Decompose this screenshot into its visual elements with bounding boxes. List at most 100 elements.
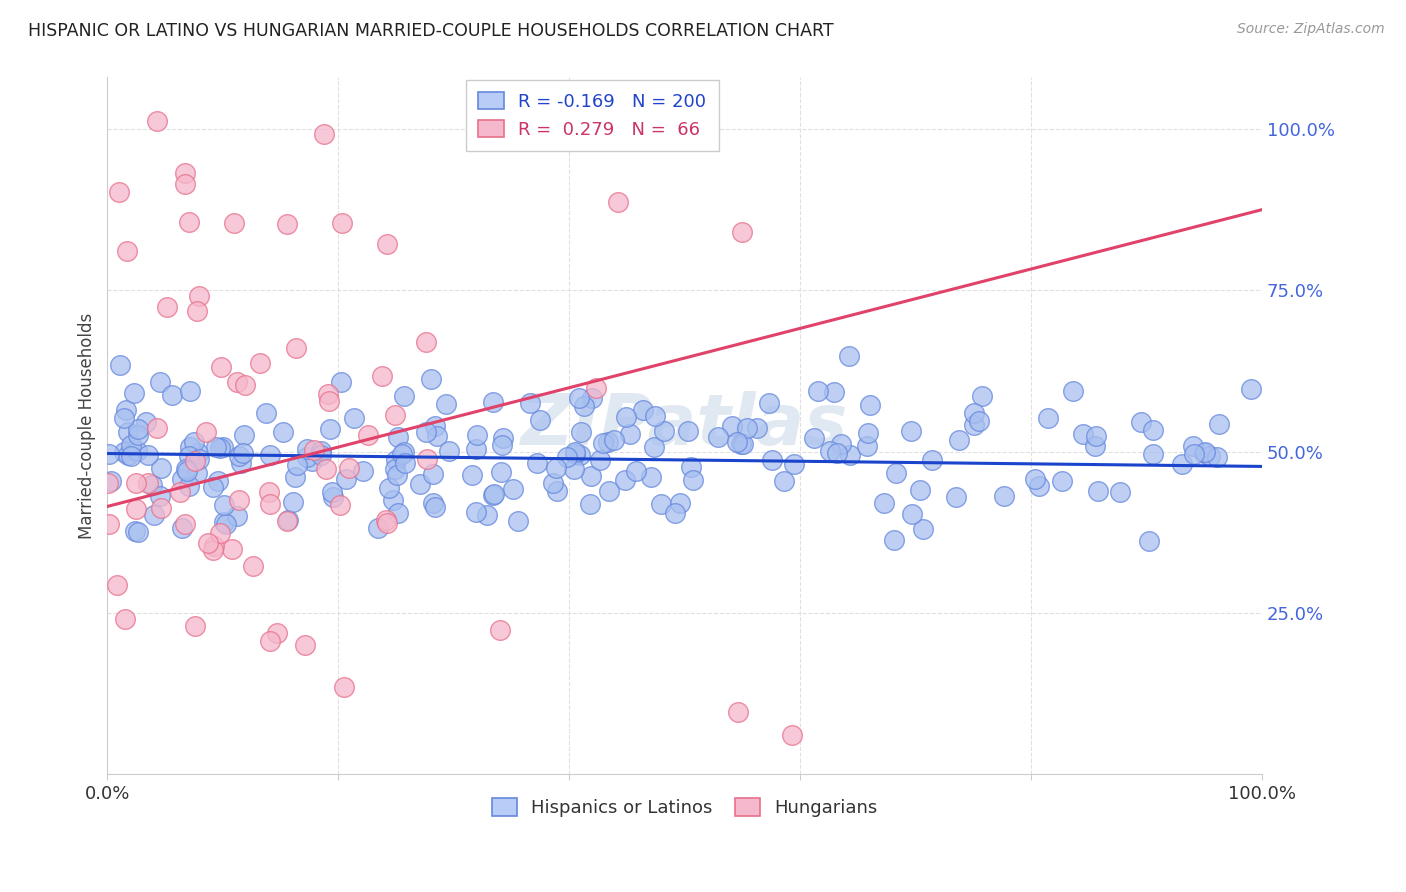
Point <box>669 496 692 510</box>
Point <box>818 444 841 458</box>
Point <box>1109 485 1132 500</box>
Point <box>727 705 749 719</box>
Point <box>564 445 586 459</box>
Point <box>226 376 249 390</box>
Point <box>97 476 120 491</box>
Point <box>232 446 254 460</box>
Point <box>318 422 340 436</box>
Point <box>529 413 551 427</box>
Point <box>585 381 607 395</box>
Point <box>184 454 207 468</box>
Point <box>461 468 484 483</box>
Text: ZIPatlas: ZIPatlas <box>522 392 848 460</box>
Point <box>900 424 922 438</box>
Point <box>664 506 686 520</box>
Point <box>321 485 343 500</box>
Point <box>963 406 986 420</box>
Point <box>127 524 149 539</box>
Point <box>232 427 254 442</box>
Point <box>281 495 304 509</box>
Point <box>1181 439 1204 453</box>
Point <box>546 483 568 498</box>
Point <box>228 449 250 463</box>
Point <box>911 522 934 536</box>
Point <box>309 444 332 458</box>
Point <box>100 474 122 488</box>
Point <box>315 462 337 476</box>
Point <box>177 478 200 492</box>
Point <box>581 391 603 405</box>
Point <box>222 216 245 230</box>
Point <box>259 634 281 648</box>
Point <box>285 458 308 472</box>
Point <box>721 419 744 434</box>
Point <box>294 638 316 652</box>
Point <box>233 377 256 392</box>
Point <box>201 480 224 494</box>
Point <box>1194 446 1216 460</box>
Point <box>98 516 121 531</box>
Point <box>392 445 415 459</box>
Point <box>1087 484 1109 499</box>
Point <box>335 471 357 485</box>
Point <box>803 431 825 445</box>
Point <box>143 508 166 522</box>
Point <box>426 429 449 443</box>
Point <box>149 460 172 475</box>
Point <box>141 478 163 492</box>
Point <box>1024 473 1046 487</box>
Point <box>557 450 579 464</box>
Point <box>422 495 444 509</box>
Point <box>108 185 131 199</box>
Point <box>304 442 326 457</box>
Point <box>204 539 226 553</box>
Point <box>177 449 200 463</box>
Point <box>127 428 149 442</box>
Point <box>257 484 280 499</box>
Point <box>375 513 398 527</box>
Point <box>415 335 437 350</box>
Point <box>614 410 637 425</box>
Point <box>98 447 121 461</box>
Point <box>124 524 146 538</box>
Point <box>382 492 405 507</box>
Point <box>214 498 236 512</box>
Point <box>387 467 409 482</box>
Point <box>115 402 138 417</box>
Point <box>678 424 700 438</box>
Point <box>731 436 754 450</box>
Point <box>187 445 209 459</box>
Point <box>352 464 374 478</box>
Point <box>1036 411 1059 425</box>
Point <box>502 482 524 496</box>
Point <box>231 456 253 470</box>
Point <box>437 444 460 458</box>
Point <box>619 427 641 442</box>
Point <box>1208 417 1230 431</box>
Point <box>631 403 654 417</box>
Point <box>900 507 922 521</box>
Point <box>149 490 172 504</box>
Point <box>908 483 931 497</box>
Point <box>146 421 169 435</box>
Point <box>1137 534 1160 549</box>
Point <box>730 436 752 450</box>
Point <box>170 521 193 535</box>
Point <box>423 500 446 515</box>
Point <box>747 421 769 435</box>
Point <box>254 406 277 420</box>
Point <box>120 450 142 464</box>
Point <box>371 369 394 384</box>
Point <box>1171 457 1194 471</box>
Point <box>209 359 232 374</box>
Text: HISPANIC OR LATINO VS HUNGARIAN MARRIED-COUPLE HOUSEHOLDS CORRELATION CHART: HISPANIC OR LATINO VS HUNGARIAN MARRIED-… <box>28 22 834 40</box>
Point <box>492 431 515 445</box>
Point <box>592 436 614 450</box>
Point <box>337 460 360 475</box>
Point <box>415 452 437 467</box>
Point <box>179 384 201 399</box>
Point <box>186 303 208 318</box>
Point <box>948 434 970 448</box>
Point <box>725 435 748 450</box>
Point <box>679 460 702 475</box>
